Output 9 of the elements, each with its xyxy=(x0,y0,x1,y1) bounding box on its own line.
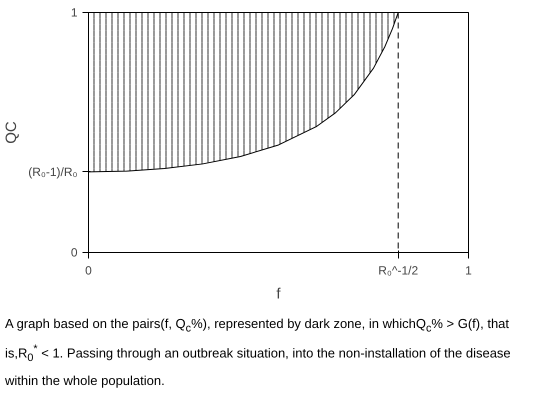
x-tick-label: 1 xyxy=(465,264,472,278)
x-axis-title: f xyxy=(276,286,282,302)
x-tick-label: 0 xyxy=(85,264,92,278)
y-tick-label: 1 xyxy=(70,6,78,20)
y-axis-title: QC xyxy=(3,121,20,144)
text: A graph based on the pairs(f, Q$_{c}$%), represented by dark zone, in whichQ$_{c}$% > G(f), that is,R$_{0}$$^{*}$ < 1. Passing through an outbreak situation, into the non-installation of the disease within the whole population. xyxy=(5,316,511,388)
y-tick-label: 0 xyxy=(70,246,78,260)
x-tick-label: R₀^-1/2 xyxy=(378,264,419,278)
y-tick-label: (R₀-1)/R₀ xyxy=(28,164,78,179)
